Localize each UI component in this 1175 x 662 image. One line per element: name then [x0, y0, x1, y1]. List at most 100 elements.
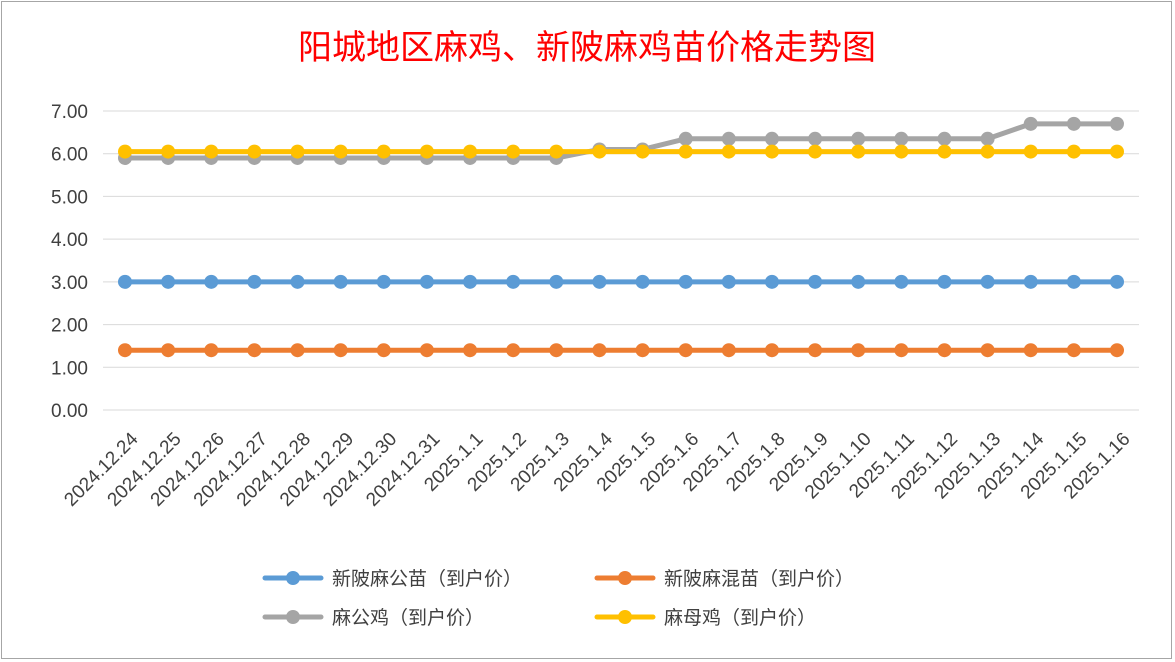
chart-title: 阳城地区麻鸡、新陂麻鸡苗价格走势图: [298, 28, 876, 68]
y-tick-label: 4.00: [51, 230, 88, 251]
data-point: [851, 343, 866, 358]
data-point: [463, 343, 478, 358]
x-axis-ticks: 2024.12.242024.12.252024.12.262024.12.27…: [60, 428, 1134, 510]
data-point: [204, 144, 219, 159]
data-point: [1110, 116, 1124, 131]
data-point: [937, 131, 952, 146]
data-point: [764, 343, 779, 358]
data-point: [678, 131, 693, 146]
data-point: [118, 343, 132, 358]
data-point: [808, 144, 823, 159]
data-point: [290, 274, 305, 289]
data-point: [419, 274, 434, 289]
y-tick-label: 1.00: [51, 358, 88, 379]
y-tick-label: 6.00: [51, 145, 88, 166]
data-point: [635, 343, 650, 358]
data-point: [851, 144, 866, 159]
data-point: [764, 144, 779, 159]
y-tick-label: 5.00: [51, 187, 88, 208]
data-point: [463, 274, 478, 289]
data-point: [204, 274, 219, 289]
data-point: [851, 131, 866, 146]
data-point: [506, 144, 521, 159]
data-point: [463, 144, 478, 159]
data-point: [1110, 144, 1124, 159]
data-point: [419, 144, 434, 159]
data-point: [376, 343, 391, 358]
data-point: [376, 274, 391, 289]
data-point: [1023, 144, 1038, 159]
data-point: [635, 274, 650, 289]
y-tick-label: 2.00: [51, 316, 88, 337]
data-point: [118, 274, 132, 289]
data-point: [1066, 116, 1081, 131]
series-3: [118, 116, 1124, 165]
legend-item: 麻公鸡（到户价）: [262, 607, 484, 629]
data-point: [1066, 144, 1081, 159]
y-axis-ticks: 0.00 1.00 2.00 3.00 4.00 5.00 6.00 7.00: [51, 102, 88, 422]
legend-item: 麻母鸡（到户价）: [594, 607, 816, 629]
data-point: [592, 343, 607, 358]
data-point: [506, 274, 521, 289]
data-point: [506, 343, 521, 358]
data-point: [808, 131, 823, 146]
y-tick-label: 3.00: [51, 273, 88, 294]
legend-swatch-marker: [618, 610, 632, 624]
series-plot: [118, 116, 1124, 358]
data-point: [937, 274, 952, 289]
data-point: [1110, 274, 1124, 289]
legend-label: 新陂麻公苗（到户价）: [332, 568, 522, 590]
data-point: [894, 274, 909, 289]
data-point: [894, 131, 909, 146]
data-point: [678, 343, 693, 358]
data-point: [161, 274, 176, 289]
data-point: [721, 274, 736, 289]
data-point: [290, 343, 305, 358]
legend-label: 麻公鸡（到户价）: [332, 607, 484, 629]
legend-label: 新陂麻混苗（到户价）: [664, 568, 854, 590]
data-point: [937, 144, 952, 159]
data-point: [419, 343, 434, 358]
data-point: [980, 274, 995, 289]
data-point: [980, 144, 995, 159]
data-point: [721, 131, 736, 146]
data-point: [549, 144, 564, 159]
data-point: [764, 131, 779, 146]
series-4: [118, 144, 1124, 159]
data-point: [247, 274, 262, 289]
data-point: [204, 343, 219, 358]
y-tick-label: 0.00: [51, 401, 88, 422]
data-point: [549, 274, 564, 289]
data-point: [635, 144, 650, 159]
data-point: [1066, 343, 1081, 358]
data-point: [808, 274, 823, 289]
data-point: [118, 144, 132, 159]
data-point: [376, 144, 391, 159]
data-point: [678, 274, 693, 289]
data-point: [333, 343, 348, 358]
data-point: [290, 144, 305, 159]
data-point: [1023, 116, 1038, 131]
legend-item: 新陂麻混苗（到户价）: [594, 568, 854, 590]
data-point: [247, 144, 262, 159]
data-point: [894, 144, 909, 159]
data-point: [764, 274, 779, 289]
data-point: [247, 343, 262, 358]
data-point: [161, 343, 176, 358]
legend: 新陂麻公苗（到户价） 新陂麻混苗（到户价） 麻公鸡（到户价） 麻母鸡（到户价）: [262, 568, 854, 629]
legend-swatch-marker: [286, 571, 300, 585]
data-point: [808, 343, 823, 358]
data-point: [851, 274, 866, 289]
series-1: [118, 274, 1124, 289]
data-point: [894, 343, 909, 358]
data-point: [333, 274, 348, 289]
data-point: [980, 343, 995, 358]
data-point: [1023, 274, 1038, 289]
data-point: [549, 343, 564, 358]
data-point: [980, 131, 995, 146]
legend-label: 麻母鸡（到户价）: [664, 607, 816, 629]
data-point: [937, 343, 952, 358]
data-point: [333, 144, 348, 159]
data-point: [1066, 274, 1081, 289]
